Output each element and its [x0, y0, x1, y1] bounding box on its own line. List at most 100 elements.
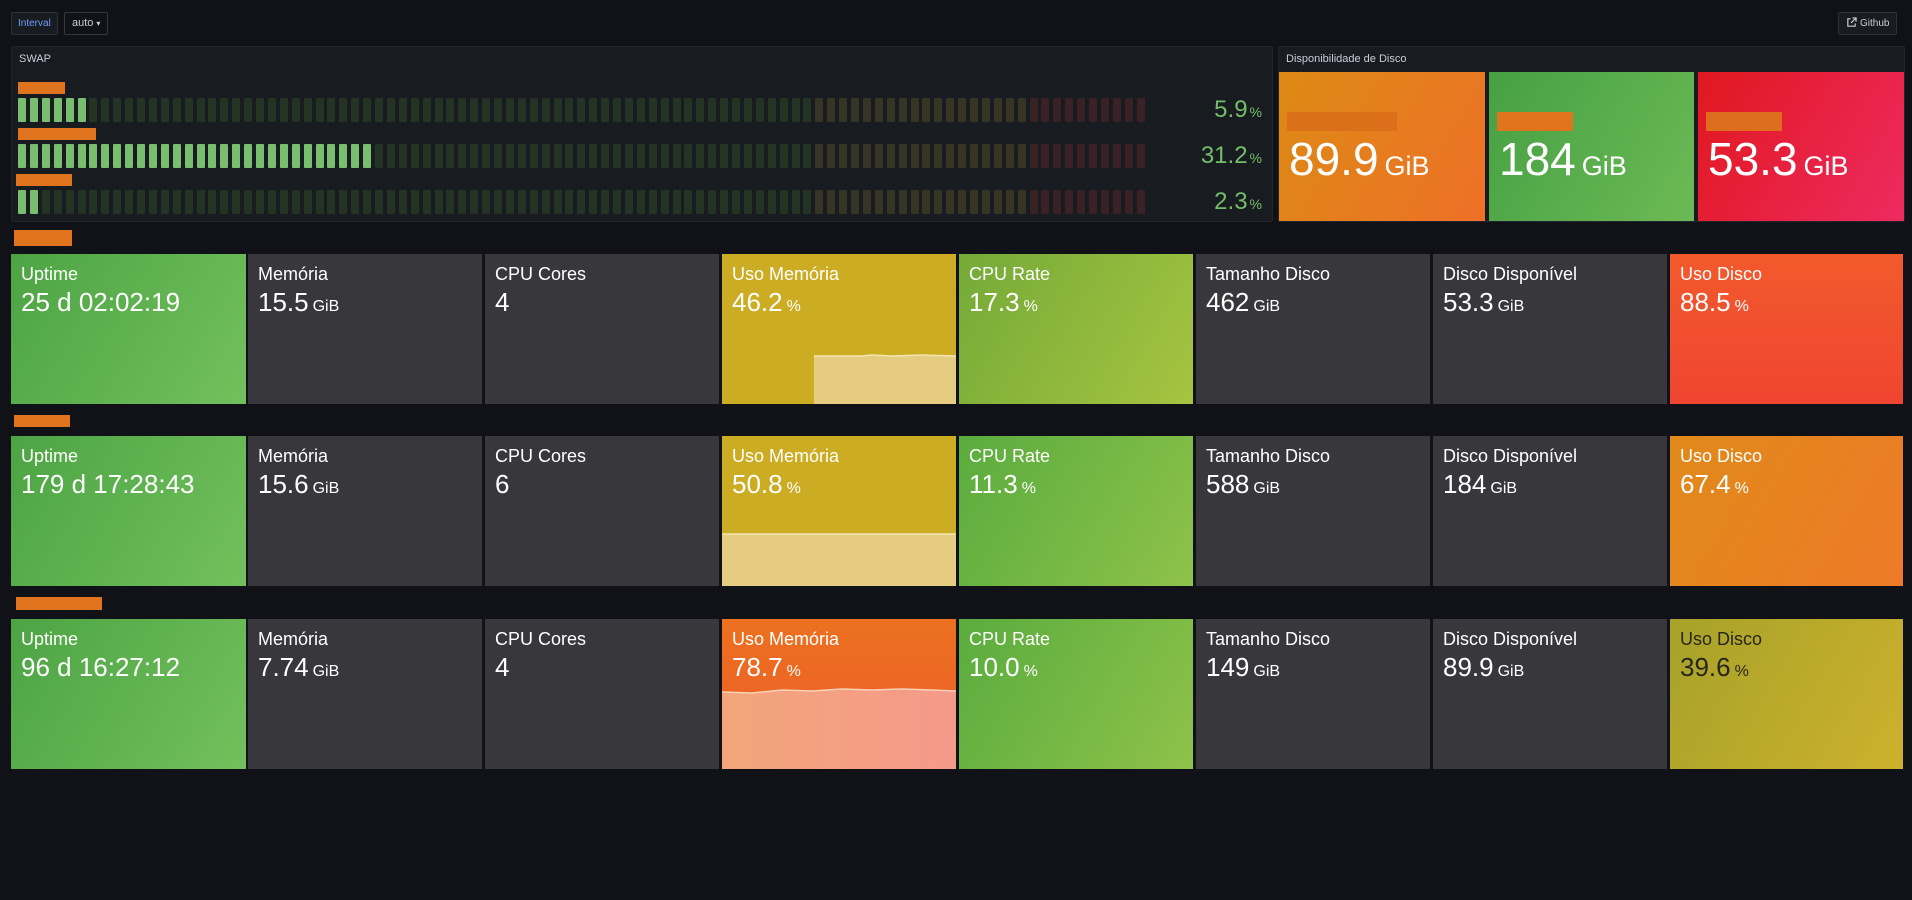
gauge-cell [363, 144, 372, 168]
gauge-cell [1124, 190, 1133, 214]
gauge-cell [196, 144, 205, 168]
uptime-stat: Uptime 25 d 02:02:19 [11, 254, 246, 404]
stat-unit: GiB [1253, 480, 1281, 497]
gauge-cell [720, 98, 729, 122]
gauge-cell [553, 190, 562, 214]
gauge-cell [946, 98, 955, 122]
gauge-cell [791, 144, 800, 168]
gauge-cell [529, 98, 538, 122]
gauge-cell [291, 190, 300, 214]
gauge-cell [113, 144, 122, 168]
gauge-cell [220, 98, 229, 122]
gauge-cell [922, 144, 931, 168]
gauge-cell [244, 144, 253, 168]
gauge-cell [815, 98, 824, 122]
gauge-cell [470, 98, 479, 122]
gauge-cell [1136, 144, 1145, 168]
host-tag [1497, 112, 1573, 131]
chevron-down-icon: ▾ [96, 19, 101, 28]
stat-unit: % [786, 663, 801, 680]
gauge-cell [993, 190, 1002, 214]
gauge-cell [386, 98, 395, 122]
stat-value: 10.0% [969, 652, 1038, 683]
uso-disco-stat: Uso Disco 88.5% [1670, 254, 1903, 404]
gauge-cell [137, 144, 145, 168]
gauge-cell [446, 190, 455, 214]
uso-disco-stat: Uso Disco 39.6% [1670, 619, 1903, 769]
gauge-cell [232, 98, 241, 122]
gauge-cell [18, 190, 26, 214]
host-tag [18, 128, 96, 140]
gauge-cell [958, 190, 967, 214]
gauge-cell [101, 144, 110, 168]
gauge-cell [386, 144, 395, 168]
dashboard-toolbar: Interval auto ▾ Github [0, 0, 1912, 44]
gauge-cell [874, 144, 883, 168]
gauge-cell [589, 190, 598, 214]
stat-unit: GiB [1497, 298, 1525, 315]
stat-unit: % [1734, 298, 1749, 315]
stat-label: CPU Rate [969, 446, 1051, 466]
gauge-cell [708, 98, 717, 122]
stat-number: 78.7 [732, 652, 783, 682]
stat-label: Disco Disponível [1443, 629, 1578, 649]
gauge-cell [410, 144, 419, 168]
gauge-cell [434, 190, 443, 214]
gauge-cell [732, 190, 740, 214]
gauge-cell [458, 144, 467, 168]
disk-availability-title: Disponibilidade de Disco [1286, 53, 1407, 65]
gauge-cell [743, 98, 752, 122]
gauge-cell [220, 144, 229, 168]
stat-label: Tamanho Disco [1206, 446, 1331, 466]
gauge-cell [65, 98, 74, 122]
stat-label: Disco Disponível [1443, 446, 1578, 466]
gauge-cell [1100, 144, 1109, 168]
gauge-cell [672, 144, 681, 168]
host-row-tag-2 [14, 415, 70, 427]
gauge-cell [970, 144, 978, 168]
gauge-cell [1005, 144, 1014, 168]
gauge-cell [981, 144, 990, 168]
disk-available-value: 53.3 GiB [1708, 132, 1849, 186]
gauge-cell [910, 144, 919, 168]
gauge-cell [708, 144, 717, 168]
gauge-cell [303, 98, 312, 122]
stat-number: 588 [1206, 469, 1250, 499]
gauge-cell [1077, 144, 1086, 168]
github-link-button[interactable]: Github [1838, 12, 1898, 35]
gauge-cell [53, 98, 62, 122]
stat-label: CPU Cores [495, 629, 587, 649]
gauge-cell [720, 190, 729, 214]
uso-memoria-stat: Uso Memória 50.8% [722, 436, 956, 586]
sparkline-line [814, 354, 956, 357]
stat-value: 78.7% [732, 652, 801, 683]
stat-value: 462 GiB [1206, 287, 1280, 318]
interval-select[interactable]: auto ▾ [64, 12, 109, 35]
gauge-cell [922, 98, 931, 122]
stat-label: CPU Cores [495, 446, 587, 466]
gauge-cell [732, 144, 740, 168]
gauge-cell [1089, 98, 1097, 122]
gauge-cell [327, 98, 336, 122]
disk-available-number: 89.9 [1289, 133, 1379, 185]
gauge-cell [720, 144, 729, 168]
gauge-cell [482, 98, 491, 122]
gauge-cell [732, 98, 740, 122]
memoria-stat: Memória 7.74 GiB [248, 619, 482, 769]
gauge-cell [434, 144, 443, 168]
gauge-cell [1136, 190, 1145, 214]
gauge-cell [755, 144, 764, 168]
gauge-cell [279, 144, 288, 168]
swap-value: 31.2% [1201, 142, 1262, 170]
gauge-cell [1041, 190, 1050, 214]
disk-available-unit: GiB [1384, 151, 1430, 181]
gauge-cell [648, 144, 657, 168]
stat-label: Uso Disco [1680, 629, 1763, 649]
stat-value: 88.5% [1680, 287, 1749, 318]
disk-available-value: 89.9 GiB [1289, 132, 1430, 186]
gauge-cell [1077, 190, 1086, 214]
stat-number: 46.2 [732, 287, 783, 317]
stat-value: 588 GiB [1206, 469, 1280, 500]
cpu-rate-stat: CPU Rate 11.3% [959, 436, 1193, 586]
gauge-cell [256, 98, 264, 122]
